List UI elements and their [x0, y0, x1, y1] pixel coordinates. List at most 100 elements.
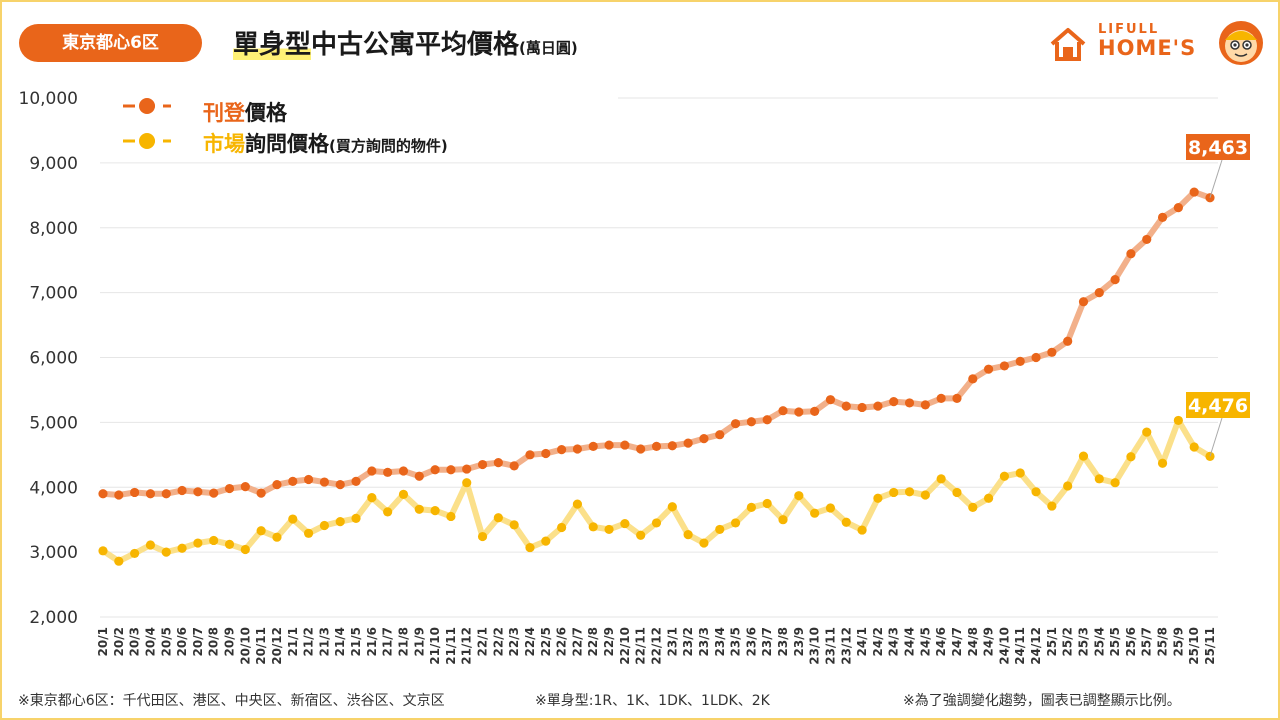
data-point-inquiry	[240, 544, 250, 555]
data-point-inquiry	[335, 517, 345, 527]
x-tick-label: 20/3	[128, 627, 142, 656]
data-point-listing	[1078, 297, 1089, 307]
x-tick-label: 24/2	[871, 627, 885, 656]
x-tick-label: 24/11	[1013, 627, 1027, 665]
x-tick-label: 23/12	[839, 627, 853, 665]
data-point-listing	[825, 395, 836, 405]
x-tick-label: 21/2	[302, 627, 316, 656]
data-point-listing	[525, 450, 535, 460]
data-point-inquiry	[114, 556, 124, 566]
y-tick-label: 5,000	[29, 413, 78, 433]
logo-lifull-text: LIFULL	[1098, 22, 1160, 37]
data-point-listing	[1173, 203, 1183, 213]
data-point-inquiry	[303, 528, 314, 538]
x-tick-label: 21/8	[396, 627, 410, 656]
x-tick-label: 21/6	[365, 627, 379, 656]
x-tick-label: 24/10	[997, 627, 1011, 665]
y-tick-label: 9,000	[29, 154, 78, 174]
x-tick-label: 22/1	[476, 627, 490, 656]
data-point-inquiry	[477, 531, 488, 542]
data-point-listing	[1094, 288, 1104, 298]
data-point-inquiry	[730, 518, 741, 528]
data-point-inquiry	[446, 511, 456, 522]
legend-marker-inquiry	[139, 133, 155, 149]
data-point-inquiry	[224, 539, 235, 549]
data-point-inquiry	[715, 524, 725, 535]
data-point-listing	[161, 489, 171, 499]
data-point-listing	[762, 415, 772, 425]
x-tick-label: 24/12	[1029, 627, 1043, 665]
data-point-listing	[1031, 352, 1041, 363]
x-tick-label: 23/3	[697, 627, 711, 656]
x-tick-label: 20/8	[207, 627, 221, 656]
data-point-listing	[651, 441, 662, 451]
data-point-listing	[383, 467, 393, 477]
data-point-listing	[936, 393, 946, 403]
data-point-listing	[319, 477, 329, 487]
x-tick-label: 25/10	[1187, 627, 1201, 665]
data-point-listing	[841, 401, 851, 411]
x-tick-label: 23/10	[808, 627, 822, 665]
data-point-inquiry	[351, 513, 361, 523]
data-point-inquiry	[288, 514, 298, 524]
data-point-inquiry	[952, 487, 962, 498]
x-tick-label: 24/8	[966, 627, 980, 656]
data-point-inquiry	[130, 548, 140, 559]
footnote-unit-types: ※單身型:1R、1K、1DK、1LDK、2K	[535, 693, 770, 709]
data-point-listing	[604, 440, 614, 450]
x-tick-label: 25/3	[1076, 627, 1090, 656]
data-point-inquiry	[1173, 415, 1183, 426]
data-point-listing	[240, 482, 250, 492]
x-tick-label: 23/1	[665, 627, 679, 656]
data-point-inquiry	[572, 499, 583, 509]
data-point-listing	[1157, 212, 1168, 222]
data-point-inquiry	[319, 520, 329, 531]
data-point-listing	[588, 441, 598, 451]
x-tick-label: 24/9	[982, 627, 996, 656]
x-tick-label: 23/4	[713, 627, 727, 656]
x-tick-label: 23/11	[823, 627, 837, 665]
data-point-inquiry	[999, 471, 1010, 481]
data-point-listing	[620, 440, 630, 450]
x-tick-label: 25/2	[1061, 627, 1075, 656]
y-tick-label: 2,000	[29, 608, 78, 628]
x-tick-label: 20/4	[143, 627, 157, 656]
x-tick-label: 22/8	[586, 627, 600, 656]
data-point-listing	[177, 485, 187, 496]
data-point-inquiry	[557, 522, 567, 533]
y-tick-label: 10,000	[19, 89, 78, 109]
x-tick-label: 24/6	[934, 627, 948, 656]
data-point-inquiry	[920, 490, 930, 500]
data-point-listing	[1189, 187, 1199, 197]
callout-box-inquiry	[1186, 392, 1250, 418]
legend-marker-listing	[139, 98, 155, 114]
x-tick-label: 21/11	[444, 627, 458, 665]
data-point-listing	[509, 461, 519, 471]
y-tick-label: 3,000	[29, 543, 78, 563]
data-point-listing	[351, 476, 361, 487]
data-point-listing	[272, 480, 282, 490]
data-point-inquiry	[1189, 442, 1199, 452]
footnote-scale-note: ※為了強調變化趨勢，圖表已調整顯示比例。	[903, 693, 1181, 709]
x-tick-label: 24/3	[887, 627, 901, 656]
x-tick-label: 24/7	[950, 627, 964, 656]
logo-homes-text: HOME'S	[1098, 36, 1197, 60]
data-point-listing	[1047, 347, 1057, 357]
data-point-listing	[999, 361, 1010, 371]
data-point-inquiry	[1063, 481, 1073, 491]
region-badge: 東京都心6区	[19, 24, 202, 62]
data-point-listing	[810, 406, 820, 416]
x-tick-label: 23/2	[681, 627, 695, 656]
title-unit: (萬日圓)	[519, 39, 578, 57]
x-tick-label: 25/6	[1124, 627, 1138, 656]
data-point-listing	[984, 364, 994, 374]
data-point-listing	[114, 490, 124, 500]
data-point-inquiry	[651, 518, 662, 528]
callout-leader-listing	[1209, 159, 1223, 198]
data-point-listing	[98, 489, 108, 499]
title-text: 中古公寓平均價格	[311, 30, 520, 60]
lifull-homes-logo: LIFULL HOME'S	[1048, 20, 1268, 70]
mascot-icon	[1219, 21, 1263, 65]
data-point-inquiry	[1031, 487, 1041, 497]
data-point-listing	[367, 466, 377, 476]
